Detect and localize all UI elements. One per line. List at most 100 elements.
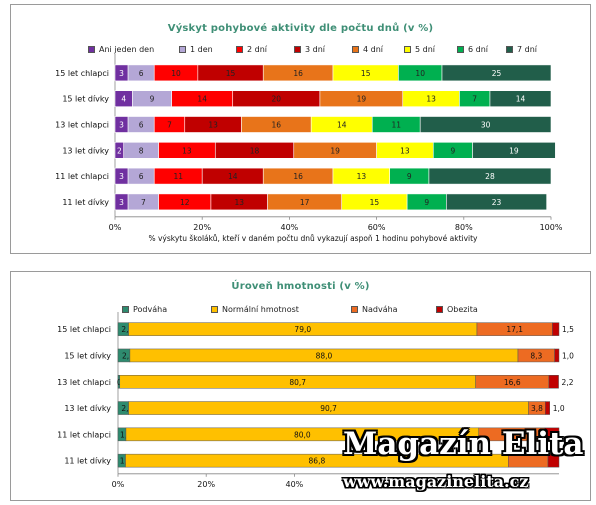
x-axis-title: % výskytu školáků, kteří v daném počtu d… (148, 234, 478, 243)
bar-segment (548, 375, 559, 389)
data-label: 30 (481, 121, 491, 130)
bar-segment (545, 401, 550, 415)
y-tick-label: 15 let chlapci (55, 69, 109, 78)
y-tick-label: 15 let dívky (64, 351, 111, 360)
legend-label: 3 dní (305, 45, 326, 54)
data-label: 16 (293, 69, 303, 78)
legend-label: 4 dní (363, 45, 384, 54)
legend-item: 6 dní (457, 45, 488, 54)
legend-label: Nadváha (362, 305, 398, 314)
data-label: 14 (337, 121, 347, 130)
data-label: 18 (250, 146, 260, 155)
data-label: 80,7 (289, 378, 306, 387)
data-label: 79,0 (294, 325, 311, 334)
bar-segment (547, 453, 560, 468)
chart-activity-svg: 15 let chlapci 3 6 10 15 16 15 10 25 15 let dívky… (55, 54, 563, 243)
bar-segment (552, 322, 560, 336)
data-label: 2 (117, 146, 122, 155)
chart-panel-weight: Úroveň hmotnosti (v %) Podváha Normální h… (10, 271, 591, 501)
bar-segment (441, 64, 552, 82)
data-label: 14 (228, 172, 238, 181)
data-label: 13 (208, 121, 218, 130)
legend-swatch (122, 306, 129, 313)
chart-panel-activity: Výskyt pohybové aktivity dle počtu dnů (… (10, 4, 591, 254)
legend-label: Obezita (447, 305, 478, 314)
x-tick-label: 40% (286, 480, 304, 489)
bar-segment (544, 427, 560, 442)
data-label: 19 (509, 146, 519, 155)
legend-item: 4 dní (352, 45, 383, 54)
data-label: 3 (119, 69, 124, 78)
legend-label: 5 dní (415, 45, 436, 54)
data-label: 12 (180, 198, 190, 207)
data-label: 16 (272, 121, 282, 130)
data-label: 90,7 (320, 404, 337, 413)
legend-swatch (457, 46, 464, 53)
data-label: 6 (139, 121, 144, 130)
data-label: 6 (139, 69, 144, 78)
y-tick-label: 13 let chlapci (55, 121, 109, 130)
legend-item: Obezita (436, 305, 478, 314)
legend-swatch (506, 46, 513, 53)
data-label: 13 (182, 146, 192, 155)
data-label: 88,0 (316, 351, 333, 360)
data-label: 4 (121, 95, 126, 104)
data-label: 13 (426, 95, 436, 104)
bar-segment (478, 427, 546, 442)
data-label: 86,8 (309, 457, 326, 466)
data-label: 15 (370, 198, 380, 207)
data-label: 16 (293, 172, 303, 181)
bar-segment (508, 453, 549, 468)
data-label: 10 (171, 69, 181, 78)
data-label: 1,5 (562, 325, 574, 334)
data-label: 23 (492, 198, 502, 207)
legend-label: 7 dní (517, 45, 538, 54)
data-label: 7 (167, 121, 172, 130)
x-tick-label: 20% (193, 223, 211, 232)
data-label: 9 (451, 146, 456, 155)
data-label: 11 (173, 172, 183, 181)
data-label: 3,8 (531, 404, 543, 413)
data-label: 1,0 (553, 404, 565, 413)
data-label: 2,2 (562, 378, 574, 387)
data-label: 6 (139, 172, 144, 181)
data-label: 3 (119, 198, 124, 207)
legend-label: Normální hmotnost (222, 305, 299, 314)
y-tick-label: 13 let chlapci (57, 378, 111, 387)
bar-segment (472, 142, 556, 159)
bar-segment (554, 348, 560, 363)
y-tick-label: 15 let dívky (62, 95, 109, 104)
legend-swatch (404, 46, 411, 53)
data-label: 19 (330, 146, 340, 155)
legend-swatch (351, 306, 358, 313)
y-tick-label: 15 let chlapci (57, 325, 111, 334)
bar-segment (489, 90, 552, 107)
data-label: 15 (361, 69, 371, 78)
y-tick-label: 11 let chlapci (55, 172, 109, 181)
data-label: 9 (150, 95, 155, 104)
x-tick-label: 60% (368, 223, 386, 232)
data-label: 13 (234, 198, 244, 207)
legend-label: 2 dní (247, 45, 268, 54)
data-label: 28 (485, 172, 495, 181)
legend-item: 1 den (179, 45, 213, 54)
data-label: 9 (407, 172, 412, 181)
x-tick-label: 20% (197, 480, 215, 489)
x-tick-label: 40% (281, 223, 299, 232)
legend-item: 7 dní (506, 45, 537, 54)
data-label: 9 (424, 198, 429, 207)
data-label: 17,1 (506, 325, 523, 334)
data-label: 2,4 (121, 404, 133, 413)
bar-segment (419, 116, 552, 133)
legend-item: 5 dní (404, 45, 435, 54)
data-label: 25 (492, 69, 502, 78)
legend-item: Podváha (122, 305, 167, 314)
data-label: 10 (415, 69, 425, 78)
legend-item: 2 dní (236, 45, 267, 54)
data-label: 11 (391, 121, 401, 130)
data-label: 13 (400, 146, 410, 155)
data-label: 2,7 (122, 351, 134, 360)
legend-swatch (352, 46, 359, 53)
data-label: 14 (197, 95, 207, 104)
data-label: 7 (472, 95, 477, 104)
